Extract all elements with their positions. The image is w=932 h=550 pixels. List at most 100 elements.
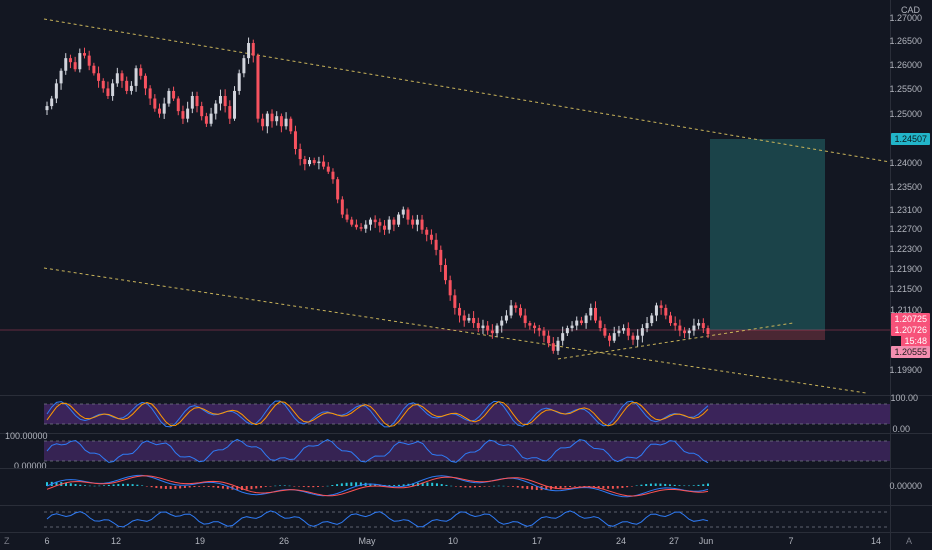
candle-body [387, 219, 391, 230]
macd-hist-bar [483, 486, 486, 487]
candle-body [218, 95, 222, 104]
candle-body [453, 295, 457, 308]
candle-body [331, 171, 335, 180]
channel-upper-line [43, 18, 890, 163]
candle-body [317, 161, 321, 164]
macd-hist-bar [668, 484, 671, 486]
macd-hist-bar [359, 482, 362, 486]
macd-hist-bar [393, 485, 396, 486]
candle-body [186, 108, 190, 119]
macd-hist-bar [298, 486, 301, 487]
macd-hist-bar [388, 485, 391, 486]
volume-oscillator-panel[interactable] [0, 506, 890, 532]
candle-body [650, 315, 654, 324]
macd-panel[interactable] [0, 469, 890, 505]
candle-body [364, 224, 368, 229]
candle-body [359, 227, 363, 229]
price-label-8: 1.23100 [889, 205, 922, 215]
candle-body [476, 323, 480, 329]
support-trendline [557, 322, 794, 360]
macd-hist-bar [212, 486, 215, 488]
macd-hist-bar [502, 485, 505, 487]
price-label-1: 1.27000 [889, 13, 922, 23]
macd-hist-bar [630, 486, 633, 487]
candle-body [533, 325, 537, 329]
candle-body [289, 118, 293, 132]
macd-hist-bar [107, 484, 110, 486]
panel-divider-4 [0, 505, 932, 506]
candle-body [640, 328, 644, 336]
macd-hist-bar [488, 486, 491, 487]
stoch-k-line [46, 400, 709, 428]
macd-hist-bar [174, 486, 177, 489]
macd-hist-bar [355, 482, 358, 486]
candle-body [134, 68, 138, 86]
macd-hist-bar [478, 486, 481, 488]
macd-line [46, 474, 709, 498]
macd-hist-bar [340, 483, 343, 486]
candle-body [115, 73, 119, 84]
candle-body [275, 116, 279, 122]
macd-hist-bar [226, 486, 229, 490]
macd-hist-bar [283, 485, 286, 486]
candle-body [434, 239, 438, 250]
candle-body [654, 305, 658, 316]
candle-body [443, 265, 447, 281]
candle-body [143, 75, 147, 89]
candle-body [392, 219, 396, 225]
candle-body [59, 70, 63, 84]
candle-body [265, 113, 269, 127]
macd-hist-bar [55, 481, 58, 486]
macd-hist-bar [145, 486, 148, 487]
candle-body [579, 320, 583, 324]
macd-hist-bar [426, 482, 429, 486]
macd-hist-bar [207, 486, 210, 487]
vol-line [46, 510, 709, 528]
candle-body [500, 320, 504, 326]
macd-hist-bar [607, 486, 610, 489]
candle-body [312, 160, 316, 164]
stoch-rsi-panel[interactable] [0, 396, 890, 433]
macd-hist-bar [164, 486, 167, 489]
candle-body [490, 330, 494, 334]
macd-hist-bar [683, 485, 686, 487]
macd-hist-bar [649, 483, 652, 486]
candle-body [706, 328, 710, 335]
macd-hist-bar [554, 486, 557, 489]
candle-body [542, 330, 546, 336]
macd-hist-bar [497, 485, 500, 487]
macd-hist-bar [150, 486, 153, 488]
candle-body [270, 113, 274, 122]
macd-hist-bar [136, 484, 139, 486]
time-label-10: Jun [698, 536, 714, 546]
candle-body [617, 330, 621, 334]
macd-hist-bar [269, 486, 272, 487]
candle-body [256, 55, 260, 119]
z-icon[interactable]: Z [4, 536, 10, 546]
macd-hist-bar [345, 482, 348, 486]
macd-hist-bar [317, 486, 320, 487]
candle-body [106, 88, 110, 96]
candle-body [73, 62, 77, 70]
candle-body [406, 209, 410, 220]
candle-body [425, 229, 429, 235]
rsi-panel[interactable] [0, 434, 890, 468]
candle-body [279, 116, 283, 127]
a-icon[interactable]: A [906, 536, 913, 546]
candle-body [668, 315, 672, 324]
candle-body [659, 305, 663, 308]
macd-hist-bar [626, 486, 629, 488]
macd-hist-bar [169, 486, 172, 490]
target-price-tag: 1.24507 [891, 133, 930, 145]
macd-hist-bar [331, 485, 334, 486]
price-chart[interactable] [0, 0, 890, 395]
candle-body [101, 80, 105, 89]
stoch-upper-label: 100.00 [890, 393, 918, 403]
macd-hist-bar [117, 484, 120, 486]
candle-body [636, 335, 640, 340]
macd-hist-bar [435, 483, 438, 486]
macd-hist-bar [179, 486, 182, 489]
candle-body [584, 315, 588, 324]
macd-hist-bar [259, 486, 262, 488]
stop-price-tag: 1.20555 [891, 346, 930, 358]
